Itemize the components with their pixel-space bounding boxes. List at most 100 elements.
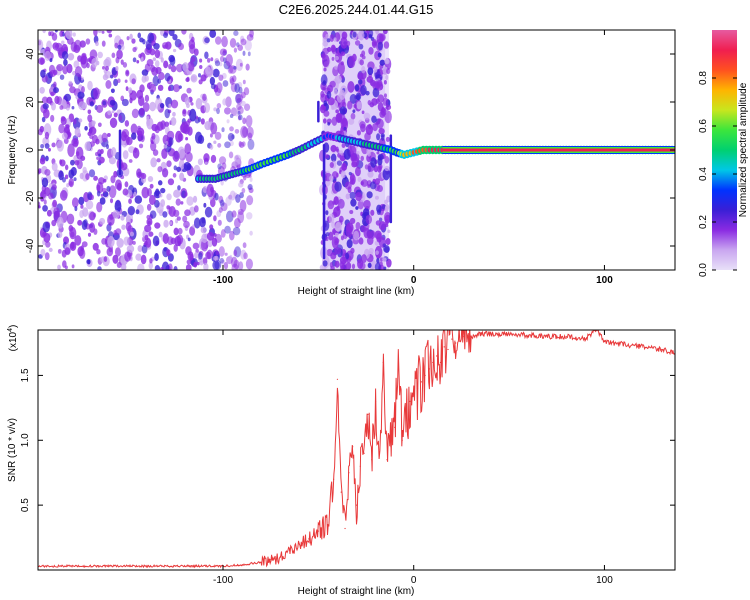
- spectrogram-noise-dot: [48, 192, 54, 200]
- snr-data-point: [390, 446, 392, 448]
- spectrogram-noise-dot: [125, 69, 130, 77]
- spectrogram-noise-dot: [360, 225, 367, 233]
- spectrogram-noise-dot: [139, 107, 145, 117]
- spectrogram-noise-dot: [239, 141, 245, 149]
- spectrogram-noise-dot: [217, 219, 222, 226]
- spectrogram-noise-dot: [44, 131, 50, 140]
- spectrogram-noise-dot: [113, 170, 118, 178]
- spectrogram-noise-dot: [168, 54, 175, 63]
- spectrogram-noise-dot: [59, 74, 65, 80]
- spectrogram-noise-dot: [219, 48, 227, 56]
- spectrogram-noise-dot: [229, 254, 233, 260]
- snr-data-point: [455, 342, 457, 344]
- spectrogram-noise-dot: [107, 133, 111, 137]
- spectrogram-noise-dot: [86, 62, 90, 69]
- spectrogram-noise-dot: [341, 118, 348, 127]
- spectrogram-noise-dot: [229, 190, 236, 201]
- snr-data-point: [428, 368, 430, 370]
- spectrogram-noise-dot: [349, 180, 354, 185]
- spectrogram-noise-dot: [38, 57, 46, 65]
- spectrogram-noise-dot: [384, 155, 390, 164]
- spectrogram-noise-dot: [131, 38, 136, 44]
- spectrogram-noise-dot: [87, 109, 92, 114]
- spectrogram-noise-dot: [106, 30, 112, 34]
- spectrogram-noise-dot: [339, 89, 346, 100]
- spectrogram-noise-dot: [330, 153, 337, 163]
- spectrogram-noise-dot: [346, 239, 353, 249]
- spectrogram-noise-dot: [126, 36, 130, 41]
- spectrogram-noise-dot: [334, 55, 340, 61]
- spectrogram-noise-dot: [127, 87, 133, 94]
- spectrogram-noise-dot: [132, 46, 137, 53]
- spectrogram-noise-dot: [96, 201, 103, 213]
- spectrogram-noise-dot: [47, 147, 51, 152]
- snr-data-point: [661, 348, 663, 351]
- spectrogram-noise-dot: [199, 65, 203, 70]
- spectrogram-noise-dot: [204, 161, 208, 165]
- spectrogram-noise-dot: [209, 76, 216, 86]
- spectrogram-y-ticks: -40 -20 0 20 40: [25, 48, 675, 253]
- spectrogram-noise-dot: [163, 144, 168, 149]
- spectrogram-noise-dot: [207, 239, 213, 248]
- spectrogram-noise-dot: [42, 221, 50, 233]
- spectrogram-noise-dot: [58, 170, 64, 181]
- spectrogram-noise-dot: [92, 120, 96, 126]
- spectrogram-noise-dot: [151, 123, 159, 132]
- spectrogram-noise-dot: [375, 195, 379, 200]
- snr-data-point: [546, 335, 548, 338]
- spectrogram-noise-dot: [322, 47, 330, 55]
- spectrogram-noise-dot: [43, 108, 50, 119]
- spectrogram-noise-dot: [238, 86, 243, 94]
- snr-data-point: [340, 491, 342, 493]
- spectrogram-noise-dot: [195, 98, 203, 110]
- spectrogram-noise-dot: [62, 65, 68, 75]
- snr-x-ticks: -100 0 100: [213, 330, 613, 586]
- spectrogram-noise-dot: [115, 56, 120, 64]
- spectrogram-y-tick-label: -20: [25, 190, 36, 205]
- spectrogram-noise-dot: [233, 108, 240, 117]
- spectrogram-noise-dot: [166, 193, 172, 201]
- snr-plot-frame: [37, 329, 676, 571]
- spectrogram-noise-dot: [376, 257, 380, 264]
- spectrogram-noise-dot: [209, 144, 214, 150]
- snr-data-point: [348, 472, 350, 474]
- snr-data-point: [394, 426, 396, 428]
- spectrogram-noise-dot: [130, 123, 138, 135]
- spectrogram-noise-dot: [63, 59, 68, 66]
- spectrogram-noise-dot: [170, 99, 179, 109]
- spectrogram-noise-dot: [322, 260, 328, 267]
- spectrogram-noise-dot: [84, 141, 92, 152]
- spectrogram-noise-dot: [71, 106, 75, 110]
- snr-data-point: [565, 335, 567, 338]
- spectrogram-noise-dot: [180, 121, 189, 134]
- spectrogram-noise-dot: [152, 57, 157, 62]
- spectrogram-noise-dot: [57, 264, 61, 270]
- spectrogram-noise-dot: [213, 140, 217, 145]
- spectrogram-noise-dot: [138, 143, 144, 149]
- spectrogram-noise-dot: [229, 230, 235, 241]
- spectrogram-noise-dot: [383, 41, 390, 49]
- spectrogram-noise-dot: [40, 189, 47, 199]
- spectrogram-noise-dot: [190, 102, 194, 106]
- spectrogram-noise-dot: [331, 56, 335, 61]
- spectrogram-noise-dot: [44, 143, 50, 149]
- spectrogram-noise-dot: [238, 261, 244, 270]
- spectrogram-noise-dot: [233, 218, 241, 229]
- spectrogram-noise-dot: [131, 78, 136, 85]
- snr-data-point: [401, 439, 403, 441]
- spectrogram-noise-dot: [182, 215, 188, 223]
- spectrogram-noise-dot: [336, 160, 343, 166]
- spectrogram-noise-dot: [329, 80, 336, 88]
- spectrogram-noise-dot: [67, 143, 75, 157]
- spectrogram-noise-dot: [210, 83, 216, 90]
- spectrogram-noise-dot: [136, 127, 145, 137]
- spectrogram-noise-dot: [239, 192, 244, 199]
- spectrogram-noise-dot: [347, 100, 353, 110]
- spectrogram-noise-dot: [131, 108, 139, 119]
- spectrogram-noise-dot: [152, 235, 160, 247]
- spectrogram-noise-dot: [40, 144, 45, 149]
- spectrogram-noise-dot: [42, 103, 49, 110]
- spectrogram-noise-dot: [65, 104, 71, 111]
- snr-data-point: [458, 335, 461, 338]
- spectrogram-noise-dot: [59, 159, 66, 167]
